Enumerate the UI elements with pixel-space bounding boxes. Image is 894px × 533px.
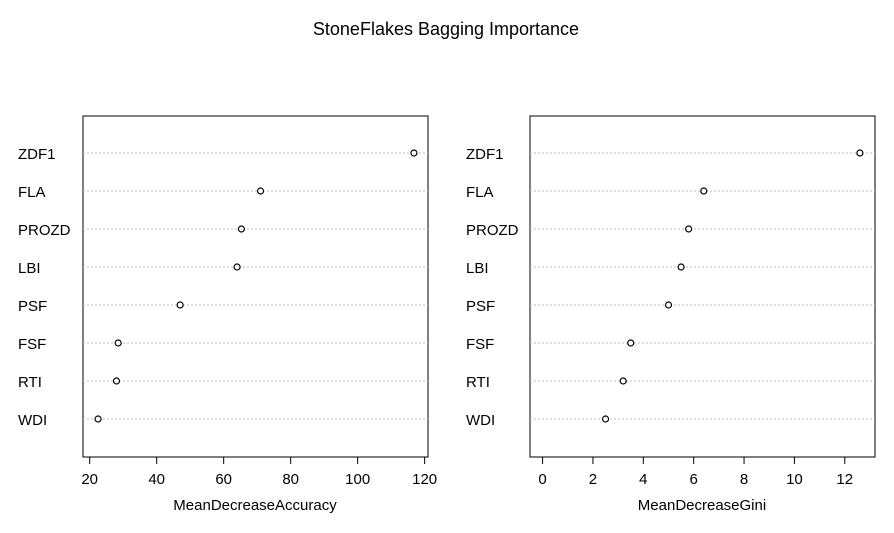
data-point xyxy=(94,415,102,423)
x-tick-label: 12 xyxy=(836,471,853,488)
category-label: PSF xyxy=(466,298,495,315)
x-tick-label: 120 xyxy=(412,471,437,488)
x-axis-label: MeanDecreaseAccuracy xyxy=(173,497,337,514)
category-label: RTI xyxy=(18,374,42,391)
x-tick-label: 6 xyxy=(690,471,698,488)
category-label: FLA xyxy=(466,184,494,201)
category-label: PROZD xyxy=(466,222,519,239)
category-label: ZDF1 xyxy=(466,146,504,163)
data-point xyxy=(619,377,627,385)
category-label: LBI xyxy=(466,260,489,277)
data-point xyxy=(856,149,864,157)
data-point xyxy=(700,187,708,195)
x-tick-label: 0 xyxy=(538,471,546,488)
data-point xyxy=(601,415,610,423)
x-tick-label: 4 xyxy=(639,471,647,488)
x-tick-label: 40 xyxy=(148,471,165,488)
data-point xyxy=(664,301,673,309)
data-point xyxy=(410,149,418,157)
x-tick-label: 10 xyxy=(786,471,803,488)
panel-accuracy: ZDF1 FLA PROZD LBI PSF FSF RTI WDI 20 40 60 80 100 12… xyxy=(18,115,437,514)
data-point xyxy=(233,263,241,271)
x-tick-label: 20 xyxy=(81,471,98,488)
data-point xyxy=(677,263,685,271)
x-tick-label: 80 xyxy=(282,471,299,488)
plot-frame xyxy=(529,115,876,458)
category-label: PSF xyxy=(18,298,47,315)
category-label: FSF xyxy=(18,336,46,353)
category-label: WDI xyxy=(466,412,495,429)
category-label: FLA xyxy=(18,184,46,201)
panel-gini: ZDF1 FLA PROZD LBI PSF FSF RTI WDI 0 2 4 6 8 10 12 Mean… xyxy=(466,115,876,514)
data-point xyxy=(114,339,122,347)
category-label: ZDF1 xyxy=(18,146,56,163)
data-point xyxy=(685,225,693,233)
category-label: RTI xyxy=(466,374,490,391)
x-tick-label: 2 xyxy=(589,471,597,488)
data-point xyxy=(256,187,265,195)
x-tick-label: 60 xyxy=(215,471,232,488)
data-point xyxy=(237,225,246,233)
plot-frame xyxy=(82,115,429,458)
x-tick-label: 8 xyxy=(740,471,748,488)
category-label: PROZD xyxy=(18,222,71,239)
data-point xyxy=(176,301,184,309)
chart-title: StoneFlakes Bagging Importance xyxy=(313,19,579,39)
data-point xyxy=(627,339,635,347)
x-axis-label: MeanDecreaseGini xyxy=(638,497,766,514)
x-tick-label: 100 xyxy=(345,471,370,488)
category-label: FSF xyxy=(466,336,494,353)
data-point xyxy=(112,377,121,385)
category-label: LBI xyxy=(18,260,41,277)
category-label: WDI xyxy=(18,412,47,429)
